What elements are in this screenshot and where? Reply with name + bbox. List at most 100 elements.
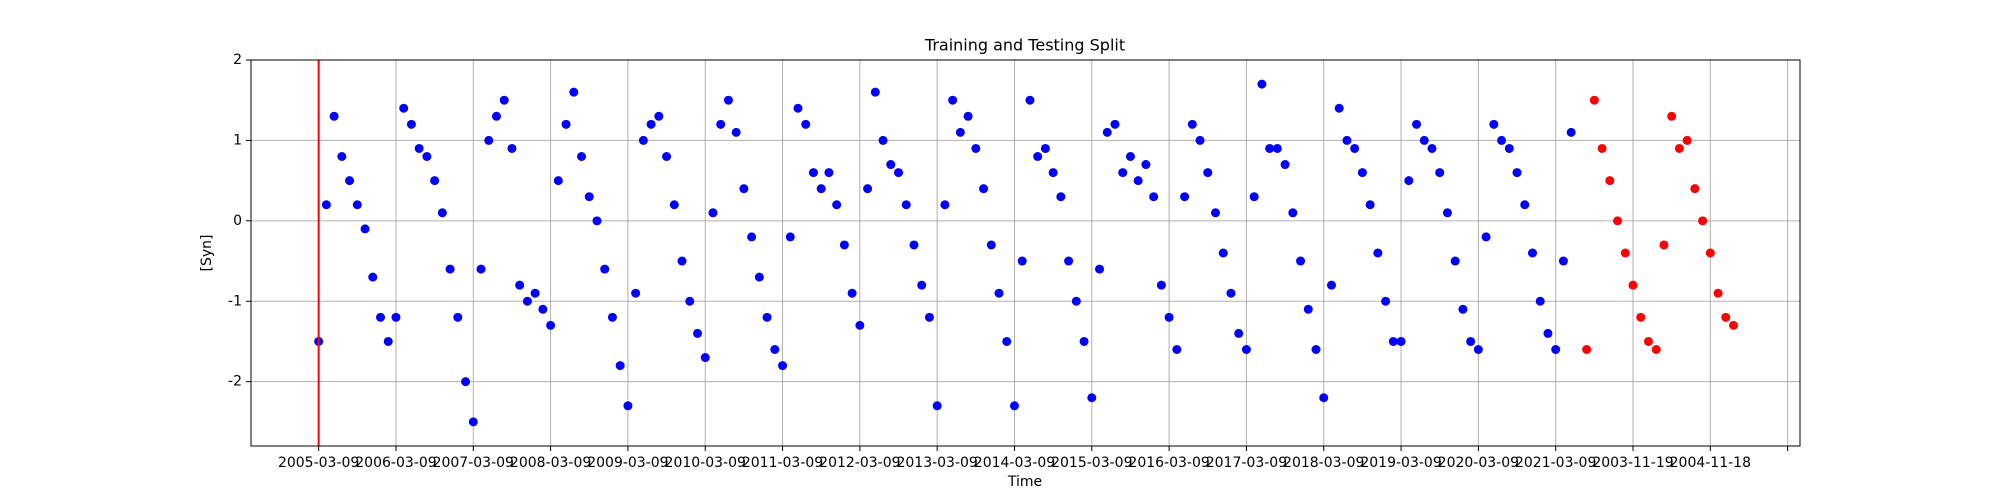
x-tick-label: 2013-03-09 [896,455,977,471]
data-point [1535,296,1545,306]
data-point [437,208,447,218]
data-point [1280,160,1290,170]
data-point [1272,143,1282,153]
data-point [1705,248,1715,258]
data-point [932,401,942,411]
data-point [546,320,556,330]
data-point [1296,256,1306,266]
data-point [1512,168,1522,178]
data-point [963,111,973,121]
data-point [1172,345,1182,354]
data-point [940,200,950,210]
data-point [1381,296,1391,306]
data-point [1628,280,1638,290]
x-tick-label: 2007-03-09 [433,455,514,471]
data-point [491,111,501,121]
data-point [1396,336,1406,346]
data-point [1334,103,1344,113]
data-point [507,143,517,153]
data-point [329,111,339,121]
y-tick-label: -2 [228,374,242,390]
y-tick-label: -1 [228,293,242,309]
data-point [1520,200,1530,210]
data-point [1203,168,1213,178]
data-point [1419,135,1429,145]
data-point [1543,328,1553,338]
x-tick-label: 2006-03-09 [355,455,436,471]
data-point [414,143,424,153]
data-point [553,176,563,186]
data-point [383,336,393,346]
x-tick-label: 2015-03-09 [1051,455,1132,471]
data-point [801,119,811,129]
y-axis-label: [Syn] [199,235,215,272]
data-point [971,143,981,153]
data-point [1412,119,1422,129]
data-point [1551,345,1561,354]
data-point [1667,111,1677,121]
x-tick-label: 2017-03-09 [1206,455,1287,471]
data-point [607,312,617,322]
data-point [1056,192,1066,202]
x-tick-label: 2004-11-18 [1670,455,1751,471]
data-point [1690,184,1700,194]
data-point [1643,336,1653,346]
data-point [1156,280,1166,290]
data-point [1125,152,1135,161]
data-point [723,95,733,105]
data-point [1017,256,1027,266]
data-point [1729,320,1739,330]
x-tick-label: 2008-03-09 [510,455,591,471]
data-point [1682,135,1692,145]
data-point [1195,135,1205,145]
data-point [1450,256,1460,266]
data-point [1303,304,1313,314]
data-point [955,127,965,137]
data-point [345,176,355,186]
x-tick-label: 2020-03-09 [1438,455,1519,471]
data-point [1597,143,1607,153]
data-point [894,168,904,178]
chart-title: Training and Testing Split [924,36,1125,55]
data-point [654,111,664,121]
data-point [1458,304,1468,314]
data-point [1388,336,1398,346]
data-point [986,240,996,250]
data-point [778,361,788,371]
data-point [376,312,386,322]
x-tick-label: 2005-03-09 [278,455,359,471]
x-tick-label: 2016-03-09 [1128,455,1209,471]
data-point [522,296,532,306]
data-point [1149,192,1159,202]
data-point [445,264,455,274]
data-point [824,168,834,178]
data-point [430,176,440,186]
data-point [1435,168,1445,178]
data-point [391,312,401,322]
data-point [538,304,548,314]
data-point [1566,127,1576,137]
data-point [1218,248,1228,258]
data-point [592,216,602,226]
data-point [847,288,857,298]
data-point [1326,280,1336,290]
data-point [662,152,672,161]
data-point [1033,152,1043,161]
data-point [1319,393,1329,403]
data-point [1582,345,1592,354]
data-point [623,401,633,411]
data-point [1589,95,1599,105]
data-point [1241,345,1251,354]
data-point [762,312,772,322]
data-point [406,119,416,129]
data-point [793,103,803,113]
data-point [600,264,610,274]
y-tick-label: 1 [233,132,242,148]
data-point [1180,192,1190,202]
data-point [1357,168,1367,178]
data-point [1187,119,1197,129]
data-point [1002,336,1012,346]
data-point [863,184,873,194]
data-point [584,192,594,202]
